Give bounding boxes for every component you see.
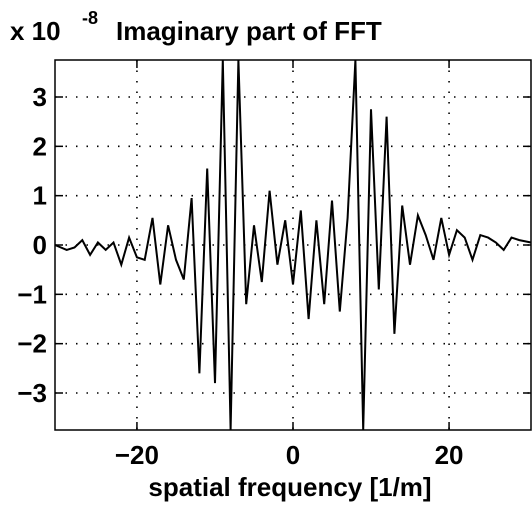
y-tick-label: 2 xyxy=(33,131,47,161)
y-tick-label: −1 xyxy=(17,279,47,309)
chart-header: x 10 -8 Imaginary part of FFT xyxy=(10,8,382,46)
plot-frame xyxy=(54,59,532,431)
y-tick-label: −2 xyxy=(17,329,47,359)
x-tick-label: 20 xyxy=(435,440,464,470)
x-tick-labels: −20 0 20 xyxy=(115,440,464,470)
series-line xyxy=(54,59,532,431)
chart-title: Imaginary part of FFT xyxy=(116,16,382,46)
x-tick-label: −20 xyxy=(115,440,159,470)
y-tick-label: 3 xyxy=(33,82,47,112)
y-tick-label: 1 xyxy=(33,181,47,211)
x-tick-label: 0 xyxy=(286,440,300,470)
axis-ticks xyxy=(55,60,531,430)
y-tick-label: −3 xyxy=(17,378,47,408)
series-layer xyxy=(54,59,532,431)
y-tick-labels: −3 −2 −1 0 1 2 3 xyxy=(17,82,47,408)
y-multiplier-base: x 10 xyxy=(10,16,61,46)
y-multiplier-exponent: -8 xyxy=(82,8,98,28)
x-axis-label: spatial frequency [1/m] xyxy=(148,472,431,502)
y-tick-label: 0 xyxy=(33,230,47,260)
